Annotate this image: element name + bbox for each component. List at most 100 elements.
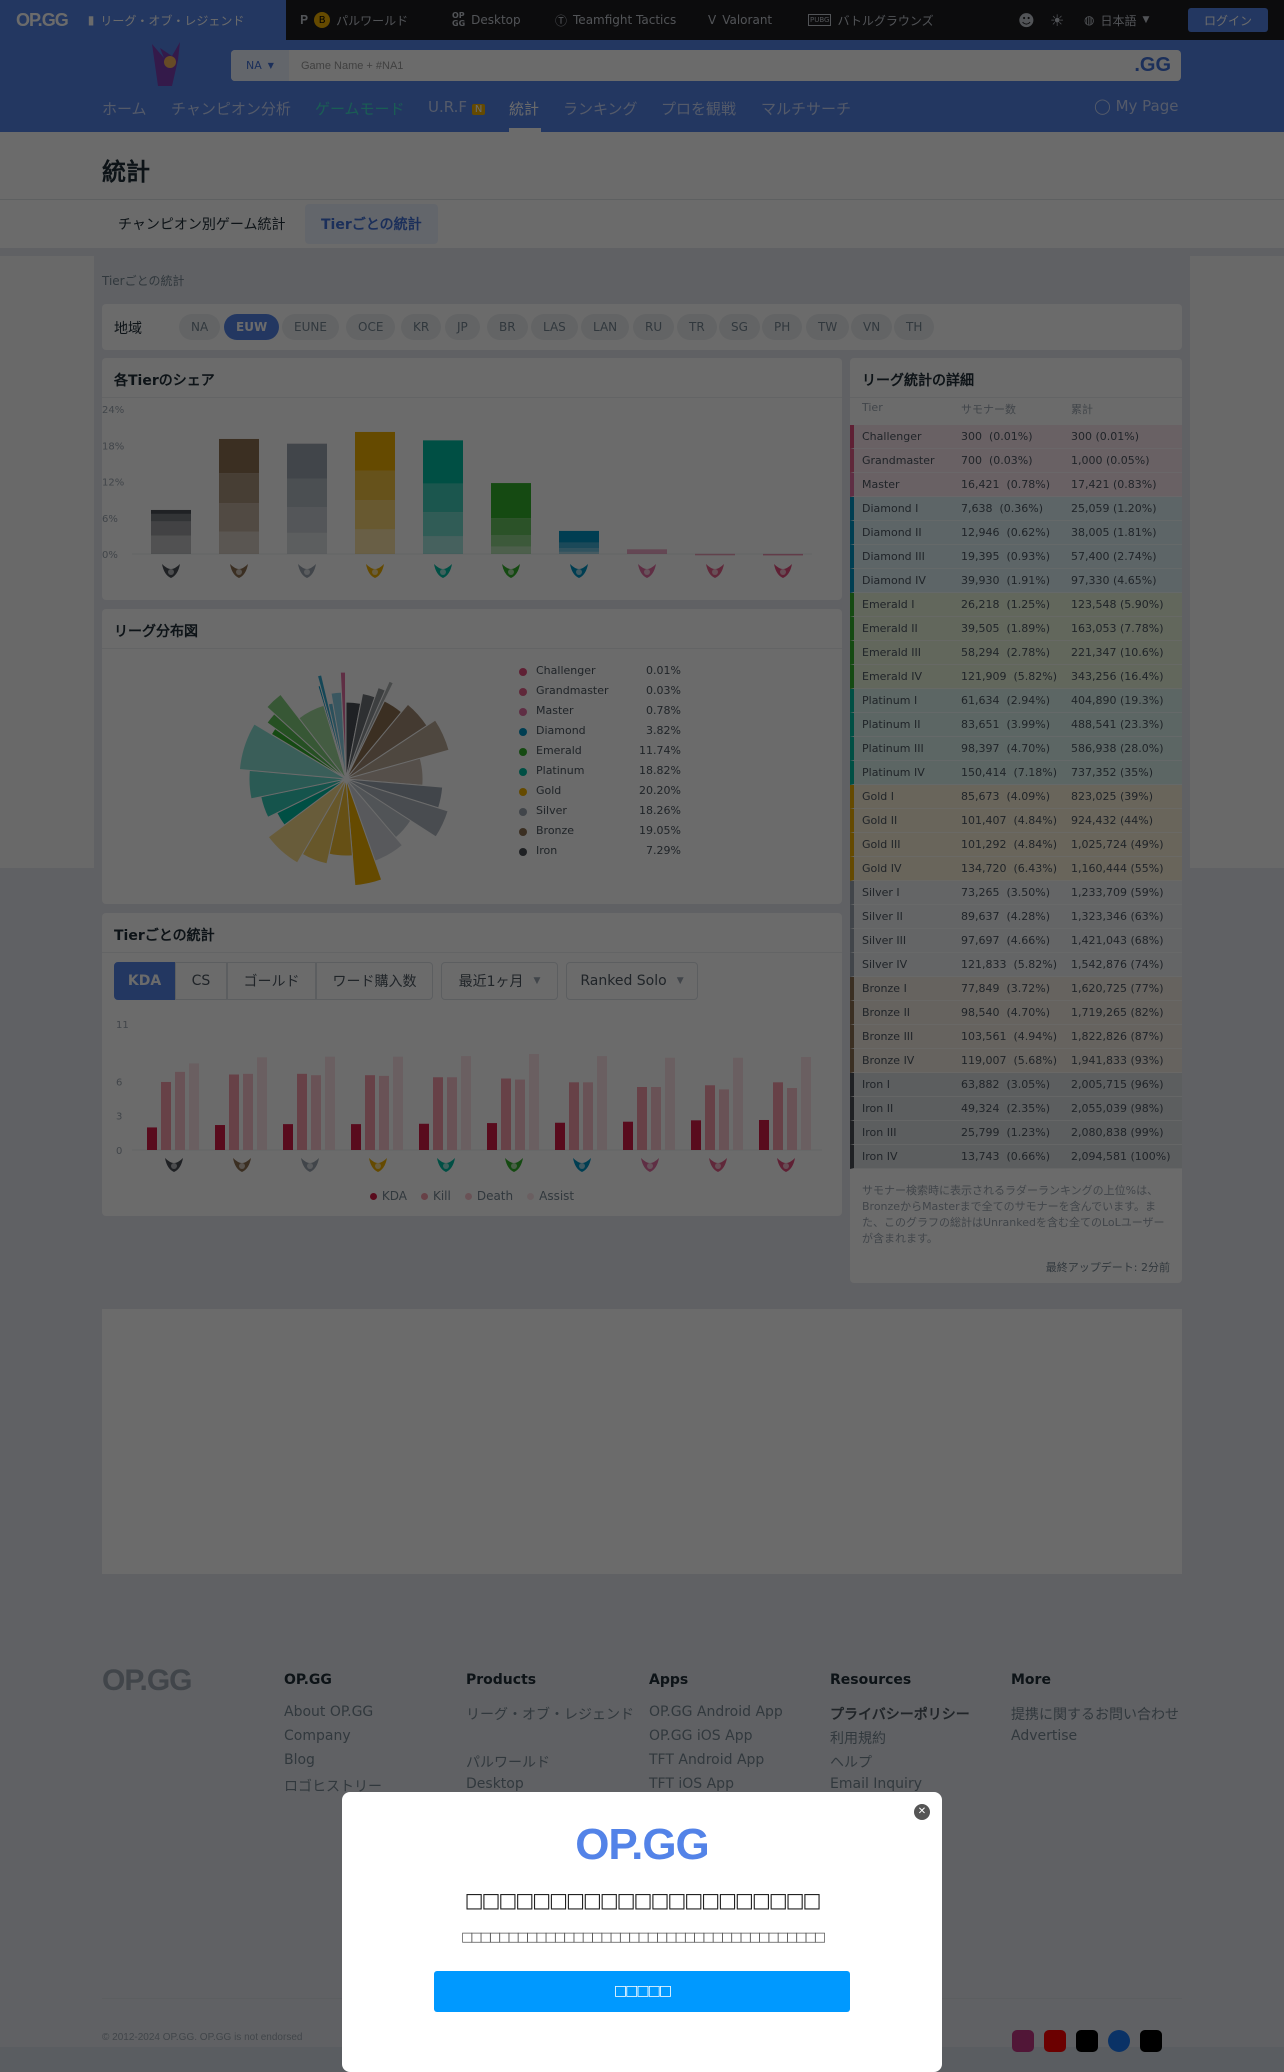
x-icon[interactable] [1076,2030,1098,2052]
bar-gold-death[interactable] [379,1076,389,1150]
close-icon[interactable]: ✕ [914,1804,930,1820]
bar-master-death[interactable] [651,1087,661,1150]
footer-link[interactable]: TFT iOS App [649,1776,734,1792]
bar-master-kda[interactable] [623,1122,633,1150]
nav-game-modes[interactable]: ゲームモード [315,98,405,119]
region-select[interactable]: NA▼ [231,50,289,81]
bar-silver-IV[interactable] [287,444,327,479]
language-select[interactable]: ◍日本語▼ [1084,0,1149,40]
footer-link[interactable]: OP.GG iOS App [649,1728,752,1744]
nav-home[interactable]: ホーム [102,98,147,119]
bar-emerald-IV[interactable] [491,483,531,518]
search-submit-button[interactable]: .GG [1134,54,1181,77]
footer-link[interactable]: Blog [284,1752,315,1768]
bar-platinum-IV[interactable] [423,440,463,483]
bar-emerald-III[interactable] [491,518,531,535]
nav-multisearch[interactable]: マルチサーチ [761,98,851,119]
bar-iron-death[interactable] [175,1072,185,1150]
region-pill-th[interactable]: TH [894,314,934,340]
footer-link[interactable]: リーグ・オブ・レジェンド [466,1704,634,1724]
bar-bronze-IV[interactable] [219,439,259,473]
legend-item-kill[interactable]: Kill [421,1189,451,1203]
facebook-icon[interactable] [1108,2030,1130,2052]
bar-challenger-death[interactable] [787,1088,797,1150]
bar-gold-assist[interactable] [393,1057,403,1150]
region-pill-sg[interactable]: SG [719,314,760,340]
nav-champions[interactable]: チャンピオン分析 [171,98,291,119]
region-pill-kr[interactable]: KR [401,314,441,340]
bar-challenger-assist[interactable] [801,1057,811,1150]
bar-gold-II[interactable] [355,500,395,529]
legend-item-kda[interactable]: KDA [370,1189,407,1203]
bar-diamond-kill[interactable] [569,1082,579,1150]
login-button[interactable]: ログイン [1188,8,1268,32]
bar-silver-kda[interactable] [283,1124,293,1150]
footer-link[interactable]: About OP.GG [284,1704,373,1720]
bar-grandmaster-I[interactable] [695,554,735,556]
bar-platinum-assist[interactable] [461,1056,471,1150]
footer-link[interactable]: Desktop [466,1776,524,1792]
tab-tier-stats[interactable]: Tierごとの統計 [305,204,438,244]
footer-link[interactable]: OP.GG Android App [649,1704,783,1720]
bar-diamond-III[interactable] [559,542,599,548]
nav-pro-watch[interactable]: プロを観戦 [661,98,736,119]
bar-emerald-kda[interactable] [487,1123,497,1150]
bar-platinum-kda[interactable] [419,1124,429,1150]
bar-master-kill[interactable] [637,1087,647,1150]
search-input[interactable] [289,50,1134,81]
bar-diamond-assist[interactable] [597,1056,607,1150]
bar-iron-I[interactable] [151,536,191,554]
bar-gold-IV[interactable] [355,432,395,471]
region-pill-oce[interactable]: OCE [346,314,395,340]
footer-link[interactable]: TFT Android App [649,1752,764,1768]
bar-bronze-II[interactable] [219,503,259,531]
region-pill-br[interactable]: BR [487,314,528,340]
bar-challenger-kda[interactable] [759,1120,769,1150]
footer-link[interactable]: ヘルプ [830,1752,872,1772]
bar-iron-II[interactable] [151,521,191,535]
bar-platinum-II[interactable] [423,512,463,536]
bar-bronze-death[interactable] [243,1074,253,1150]
footer-link[interactable]: Company [284,1728,351,1744]
bar-platinum-death[interactable] [447,1077,457,1150]
region-pill-ru[interactable]: RU [633,314,674,340]
youtube-icon[interactable] [1044,2030,1066,2052]
nav-urf[interactable]: U.R.F N [428,98,485,116]
instagram-icon[interactable] [1012,2030,1034,2052]
bar-gold-kill[interactable] [365,1075,375,1150]
bar-emerald-I[interactable] [491,546,531,554]
region-pill-lan[interactable]: LAN [581,314,629,340]
bar-platinum-I[interactable] [423,536,463,554]
footer-link[interactable]: Email Inquiry [830,1776,922,1792]
bar-silver-assist[interactable] [325,1057,335,1150]
footer-link[interactable]: 利用規約 [830,1728,886,1748]
bar-master-assist[interactable] [665,1058,675,1150]
bar-bronze-I[interactable] [219,532,259,554]
my-page-link[interactable]: ◯ My Page [1094,97,1178,115]
nav-ranking[interactable]: ランキング [563,98,638,119]
bar-platinum-kill[interactable] [433,1077,443,1150]
opgg-logo[interactable]: OP.GG [16,10,68,31]
bar-silver-death[interactable] [311,1075,321,1150]
bar-iron-kill[interactable] [161,1082,171,1150]
bar-diamond-II[interactable] [559,548,599,552]
bar-silver-kill[interactable] [297,1074,307,1150]
nav-statistics[interactable]: 統計 [509,98,539,119]
bar-emerald-assist[interactable] [529,1054,539,1150]
bar-gold-III[interactable] [355,471,395,500]
region-pill-vn[interactable]: VN [851,314,892,340]
footer-link[interactable]: パルワールド [466,1752,550,1772]
bar-grandmaster-death[interactable] [719,1089,729,1150]
bar-silver-II[interactable] [287,507,327,533]
footer-link[interactable]: 提携に関するお問い合わせ [1011,1704,1179,1724]
bar-gold-kda[interactable] [351,1124,361,1150]
bar-grandmaster-kda[interactable] [691,1120,701,1150]
bar-iron-kda[interactable] [147,1127,157,1150]
legend-item-assist[interactable]: Assist [527,1189,574,1203]
footer-link[interactable]: Advertise [1011,1728,1077,1744]
bar-emerald-kill[interactable] [501,1079,511,1150]
